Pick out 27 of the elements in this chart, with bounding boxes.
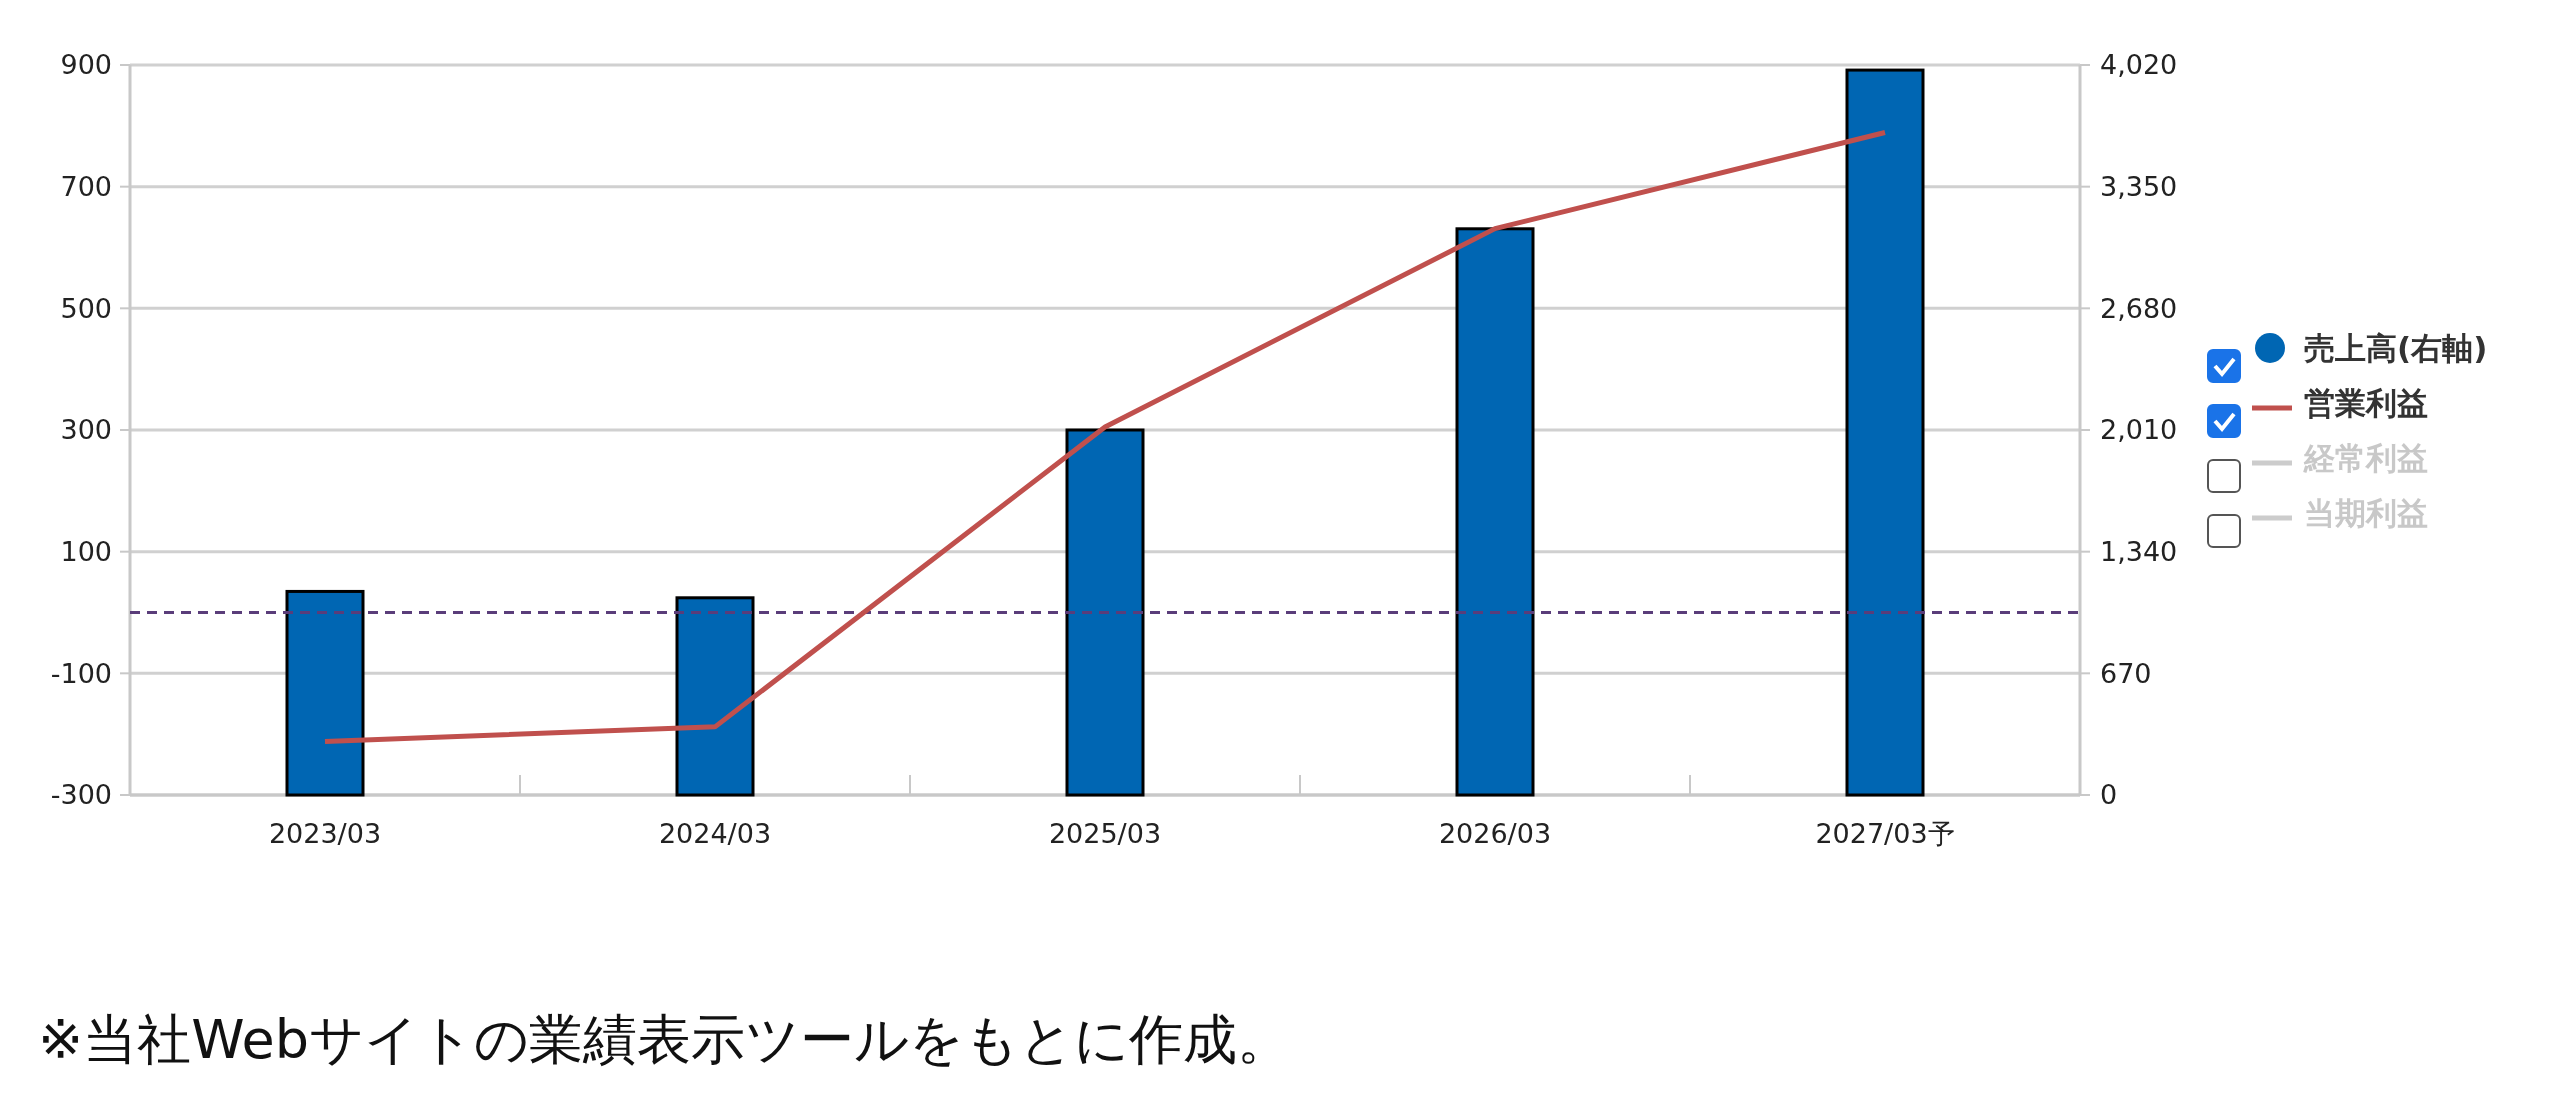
bar bbox=[285, 589, 365, 797]
bar bbox=[1065, 428, 1145, 797]
y-tick-label: -300 bbox=[50, 779, 112, 811]
legend-label: 営業利益 bbox=[2304, 384, 2428, 421]
legend-label: 売上高(右軸) bbox=[2304, 329, 2488, 366]
y-tick-label: 500 bbox=[60, 292, 112, 324]
y2-tick-label: 2,680 bbox=[2100, 292, 2178, 324]
y2-tick-label: 3,350 bbox=[2100, 171, 2178, 203]
y-tick-label: 300 bbox=[60, 414, 112, 446]
x-tick-label: 2023/03 bbox=[268, 818, 382, 849]
y-tick-label: 100 bbox=[60, 536, 112, 568]
y2-tick-label: 670 bbox=[2100, 657, 2152, 689]
y-tick-label: -100 bbox=[50, 657, 112, 689]
x-tick-label: 2027/03予 bbox=[1815, 818, 1955, 849]
y2-tick-label: 1,340 bbox=[2100, 536, 2178, 568]
bar bbox=[675, 596, 755, 797]
x-tick-label: 2026/03 bbox=[1438, 818, 1552, 849]
y-tick-label: 700 bbox=[60, 171, 112, 203]
y2-tick-label: 0 bbox=[2100, 779, 2118, 811]
bar bbox=[1455, 227, 1535, 797]
y2-tick-label: 4,020 bbox=[2100, 49, 2178, 81]
y2-tick-label: 2,010 bbox=[2100, 414, 2178, 446]
text: ※当社Webサイトの業績表示ツールをもとに作成。 bbox=[38, 1008, 1291, 1071]
y-tick-label: 900 bbox=[60, 49, 112, 81]
bar bbox=[1845, 68, 1925, 797]
x-tick-label: 2024/03 bbox=[658, 818, 772, 849]
x-tick-label: 2025/03 bbox=[1048, 818, 1162, 849]
